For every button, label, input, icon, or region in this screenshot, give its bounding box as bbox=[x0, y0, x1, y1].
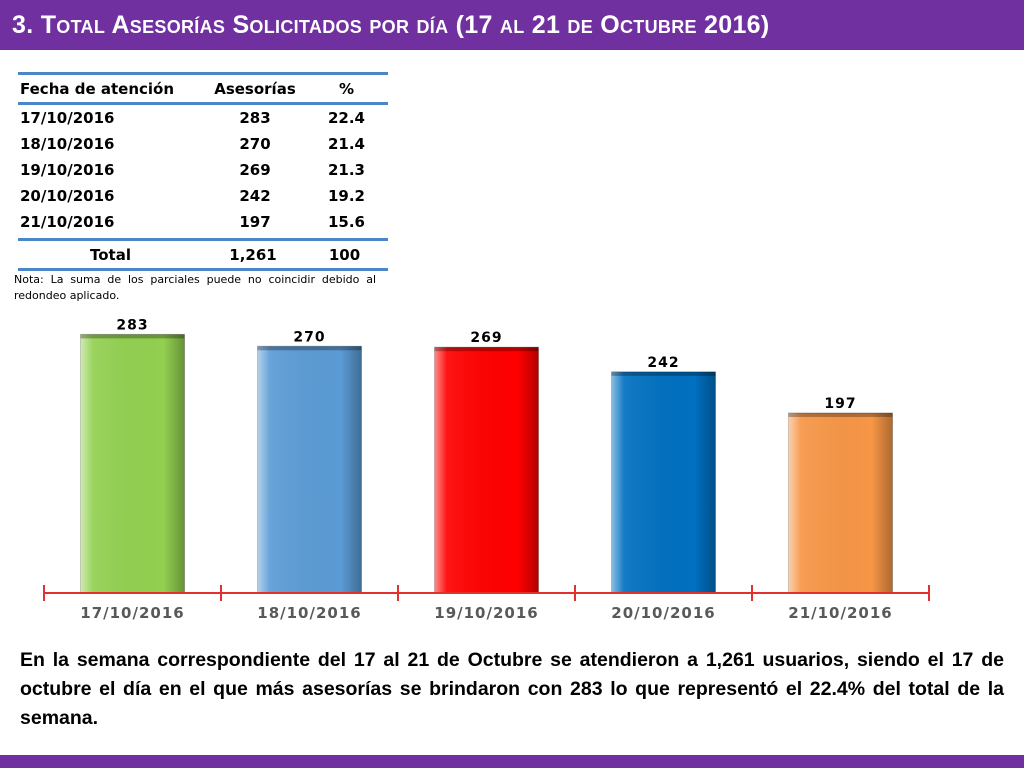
bar-gloss bbox=[788, 412, 893, 593]
table-row: 17/10/2016 283 22.4 bbox=[18, 105, 388, 131]
table-row: 21/10/2016 197 15.6 bbox=[18, 209, 388, 235]
table-cell-count: 197 bbox=[239, 213, 271, 231]
bar-gloss bbox=[257, 346, 362, 593]
bar-top-edge bbox=[257, 346, 362, 351]
table-cell-count: 242 bbox=[239, 187, 271, 205]
bar-top-edge bbox=[80, 334, 185, 339]
bar-gloss bbox=[611, 371, 716, 593]
title-bar: 3. Total Asesorías Solicitados por día (… bbox=[0, 0, 1024, 50]
x-tick-label: 19/10/2016 bbox=[434, 604, 538, 622]
data-table: Fecha de atención Asesorías % 17/10/2016… bbox=[18, 72, 388, 271]
bar-chart: 283 17/10/2016 270 18/10/2016 269 19/10/2016 2… bbox=[43, 317, 930, 622]
table-cell-percent: 22.4 bbox=[327, 109, 365, 127]
table-footnote: Nota: La suma de los parciales puede no … bbox=[14, 273, 376, 302]
table-cell-percent: 21.4 bbox=[327, 135, 365, 153]
x-axis bbox=[43, 585, 930, 601]
column-header-date: Fecha de atención bbox=[20, 79, 175, 98]
table-cell-date: 21/10/2016 bbox=[20, 213, 115, 231]
table-cell-percent: 19.2 bbox=[327, 187, 365, 205]
bar-top-edge bbox=[788, 412, 893, 417]
table-row: 19/10/2016 269 21.3 bbox=[18, 157, 388, 183]
bar-value-label: 242 bbox=[647, 355, 679, 371]
x-tick-label: 20/10/2016 bbox=[611, 604, 715, 622]
table-total-row: Total 1,261 100 bbox=[18, 238, 388, 271]
table-cell-date: 20/10/2016 bbox=[20, 187, 115, 205]
bar-value-label: 283 bbox=[116, 317, 148, 333]
column-header-count: Asesorías bbox=[214, 79, 296, 98]
bar-top-edge bbox=[434, 347, 539, 352]
labels-layer: 283 17/10/2016 270 18/10/2016 269 19/10/2016 2… bbox=[80, 317, 892, 622]
table-cell-percent: 21.3 bbox=[327, 161, 365, 179]
page-title: 3. Total Asesorías Solicitados por día (… bbox=[12, 10, 770, 39]
column-header-percent: % bbox=[338, 79, 355, 98]
table-cell-date: 17/10/2016 bbox=[20, 109, 115, 127]
table-row: 18/10/2016 270 21.4 bbox=[18, 131, 388, 157]
bottom-bar bbox=[0, 755, 1024, 768]
bar-value-label: 269 bbox=[470, 330, 502, 346]
table-cell-count: 283 bbox=[239, 109, 271, 127]
bar-gloss bbox=[80, 334, 185, 593]
x-tick-label: 17/10/2016 bbox=[80, 604, 184, 622]
x-tick-label: 21/10/2016 bbox=[788, 604, 892, 622]
bars-layer bbox=[80, 333, 893, 594]
table-total-percent: 100 bbox=[328, 245, 361, 264]
bar-top-edge bbox=[611, 371, 716, 376]
table-total-count: 1,261 bbox=[229, 245, 277, 264]
table-row: 20/10/2016 242 19.2 bbox=[18, 183, 388, 209]
table-cell-percent: 15.6 bbox=[327, 213, 365, 231]
bar-value-label: 197 bbox=[824, 396, 856, 412]
table-total-label: Total bbox=[90, 245, 131, 264]
bar-value-label: 270 bbox=[293, 329, 325, 345]
table-cell-date: 19/10/2016 bbox=[20, 161, 115, 179]
table-cell-count: 269 bbox=[239, 161, 271, 179]
x-tick-label: 18/10/2016 bbox=[257, 604, 361, 622]
bar-gloss bbox=[434, 347, 539, 593]
table-cell-date: 18/10/2016 bbox=[20, 135, 115, 153]
table-header-row: Fecha de atención Asesorías % bbox=[18, 72, 388, 105]
table-cell-count: 270 bbox=[239, 135, 271, 153]
summary-paragraph: En la semana correspondiente del 17 al 2… bbox=[20, 649, 1004, 729]
